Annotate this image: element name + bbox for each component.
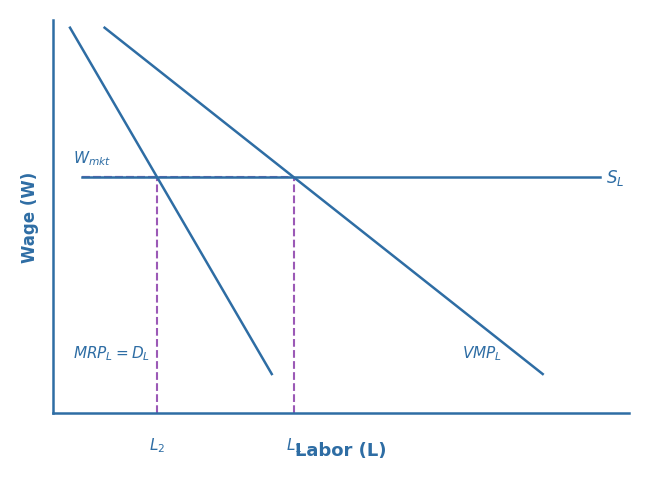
X-axis label: Labor (L): Labor (L) [295,441,387,459]
Text: $VMP_L$: $VMP_L$ [462,343,502,362]
Y-axis label: Wage (W): Wage (W) [21,172,39,263]
Text: $L_1$: $L_1$ [285,435,302,454]
Text: $S_L$: $S_L$ [606,168,625,188]
Text: $W_{mkt}$: $W_{mkt}$ [73,149,111,168]
Text: $MRP_L = D_L$: $MRP_L = D_L$ [73,343,150,362]
Text: $L_2$: $L_2$ [149,435,165,454]
